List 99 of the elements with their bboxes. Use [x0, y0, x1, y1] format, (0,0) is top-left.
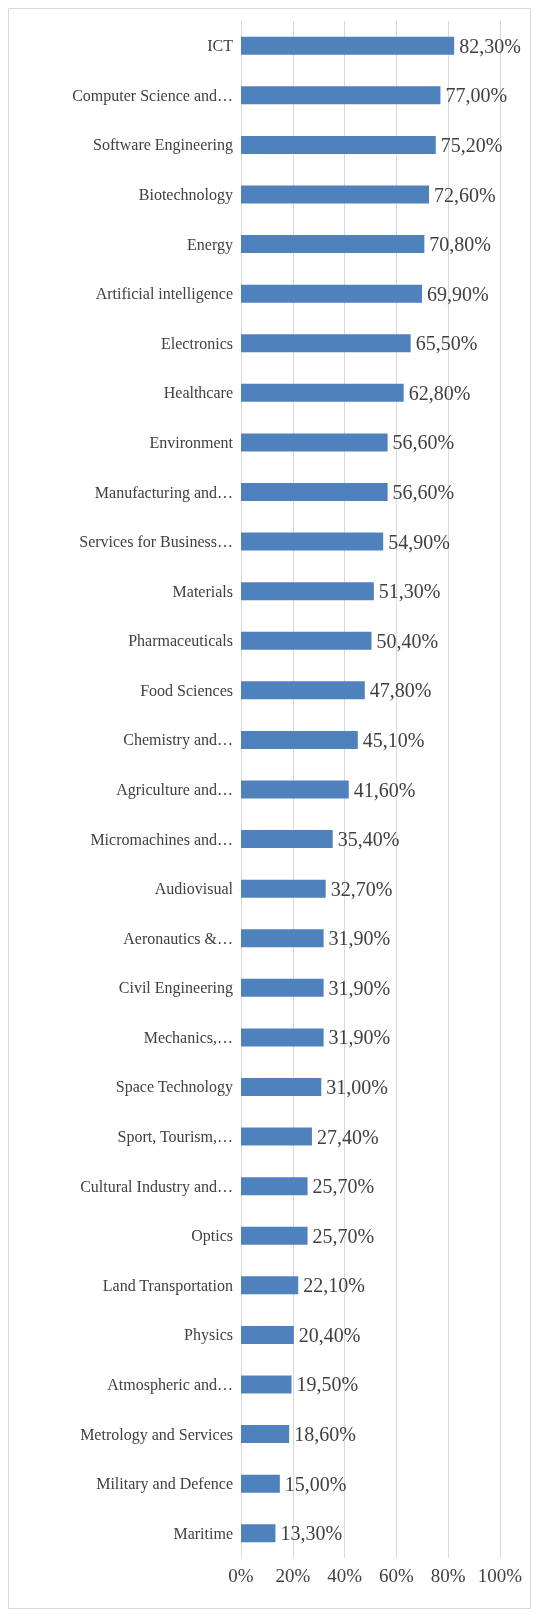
y-tick-label: Agriculture and…: [116, 781, 233, 799]
bar: [241, 631, 372, 650]
bar: [241, 730, 358, 749]
data-label: 56,60%: [392, 481, 455, 504]
data-label: 56,60%: [392, 431, 455, 454]
bar: [241, 1276, 299, 1295]
data-label: 31,90%: [328, 1026, 391, 1049]
y-tick-label: Pharmaceuticals: [128, 632, 233, 650]
y-tick-label: Audiovisual: [154, 880, 234, 898]
x-tick-label: 40%: [327, 1565, 363, 1586]
y-tick-label: Environment: [149, 433, 234, 451]
y-tick-label: Materials: [172, 582, 233, 600]
data-label: 41,60%: [353, 778, 416, 801]
y-tick-label: Aeronautics &…: [123, 929, 233, 947]
y-tick-label: Land Transportation: [102, 1276, 233, 1295]
bar: [241, 185, 430, 204]
bar: [241, 1077, 322, 1096]
y-tick-label: Space Technology: [115, 1078, 233, 1097]
bar: [241, 929, 324, 948]
bar: [241, 532, 384, 551]
data-label: 25,70%: [312, 1175, 375, 1198]
y-tick-label: Physics: [184, 1326, 233, 1345]
y-tick-label: Military and Defence: [96, 1475, 233, 1494]
bar: [241, 135, 436, 154]
bar: [241, 830, 333, 849]
bar: [241, 1325, 294, 1344]
y-tick-label: Electronics: [161, 334, 233, 352]
x-tick-label: 0%: [228, 1565, 254, 1586]
bar: [241, 334, 411, 353]
y-tick-label: Food Sciences: [140, 681, 233, 699]
data-label: 31,90%: [328, 927, 391, 950]
data-label: 13,30%: [280, 1522, 343, 1545]
x-tick-label: 80%: [430, 1565, 466, 1586]
y-tick-label: Software Engineering: [93, 136, 233, 155]
bar: [241, 36, 455, 55]
data-label: 77,00%: [445, 84, 508, 107]
y-tick-label: Atmospheric and…: [107, 1375, 233, 1394]
y-tick-label: Healthcare: [163, 384, 233, 402]
y-tick-label: Computer Science and…: [72, 86, 233, 105]
y-tick-label: Civil Engineering: [118, 979, 233, 998]
y-tick-label: Manufacturing and…: [94, 483, 233, 502]
data-label: 62,80%: [408, 381, 471, 404]
bar: [241, 383, 404, 402]
data-label: 50,40%: [376, 629, 439, 652]
bar: [241, 879, 326, 898]
data-label: 72,60%: [434, 183, 496, 206]
data-label: 22,10%: [303, 1274, 365, 1297]
bar: [241, 1425, 290, 1444]
y-tick-label: Artificial intelligence: [95, 285, 233, 304]
bar: [241, 86, 441, 105]
data-label: 70,80%: [429, 233, 492, 256]
data-label: 31,90%: [328, 976, 391, 999]
y-tick-label: ICT: [207, 37, 234, 55]
y-tick-label: Metrology and Services: [80, 1425, 233, 1444]
data-label: 65,50%: [415, 332, 478, 355]
y-tick-label: Biotechnology: [138, 186, 233, 205]
bar: [241, 433, 388, 452]
data-label: 45,10%: [362, 728, 425, 751]
y-tick-label: Sport, Tourism,…: [117, 1128, 233, 1147]
bar: [241, 1127, 312, 1146]
bar: [241, 483, 388, 502]
bar: [241, 235, 425, 254]
x-tick-label: 60%: [378, 1565, 414, 1586]
data-label: 54,90%: [388, 530, 450, 553]
data-label: 47,80%: [369, 679, 432, 702]
y-tick-label: Optics: [191, 1227, 233, 1246]
y-tick-label: Energy: [187, 235, 233, 254]
y-tick-label: Mechanics,…: [143, 1028, 233, 1046]
data-label: 35,40%: [337, 828, 400, 851]
data-label: 32,70%: [330, 877, 393, 900]
bar: [241, 582, 374, 601]
y-tick-label: Services for Business…: [79, 533, 233, 551]
bar: [241, 1524, 276, 1543]
bar: [241, 681, 365, 700]
bar: [241, 1474, 280, 1493]
bar: [241, 1028, 324, 1047]
data-label: 31,00%: [326, 1075, 388, 1098]
data-label: 25,70%: [312, 1224, 375, 1247]
data-label: 19,50%: [296, 1373, 359, 1396]
bar: [241, 284, 423, 303]
data-label: 27,40%: [316, 1125, 379, 1148]
data-label: 75,20%: [440, 133, 503, 156]
data-label: 82,30%: [459, 34, 521, 57]
data-label: 18,60%: [294, 1423, 356, 1446]
y-tick-label: Micromachines and…: [90, 830, 233, 848]
bar: [241, 1177, 308, 1196]
y-tick-label: Maritime: [173, 1524, 233, 1542]
data-label: 69,90%: [427, 282, 489, 305]
data-label: 20,40%: [298, 1323, 361, 1346]
y-tick-label: Cultural Industry and…: [80, 1177, 233, 1196]
bar: [241, 1226, 308, 1245]
x-tick-label: 100%: [477, 1565, 523, 1586]
data-label: 15,00%: [284, 1472, 347, 1495]
bar: [241, 978, 324, 997]
data-label: 51,30%: [378, 580, 441, 603]
y-tick-label: Chemistry and…: [123, 731, 233, 750]
bar: [241, 1375, 292, 1394]
x-tick-label: 20%: [275, 1565, 311, 1586]
bar: [241, 780, 349, 799]
